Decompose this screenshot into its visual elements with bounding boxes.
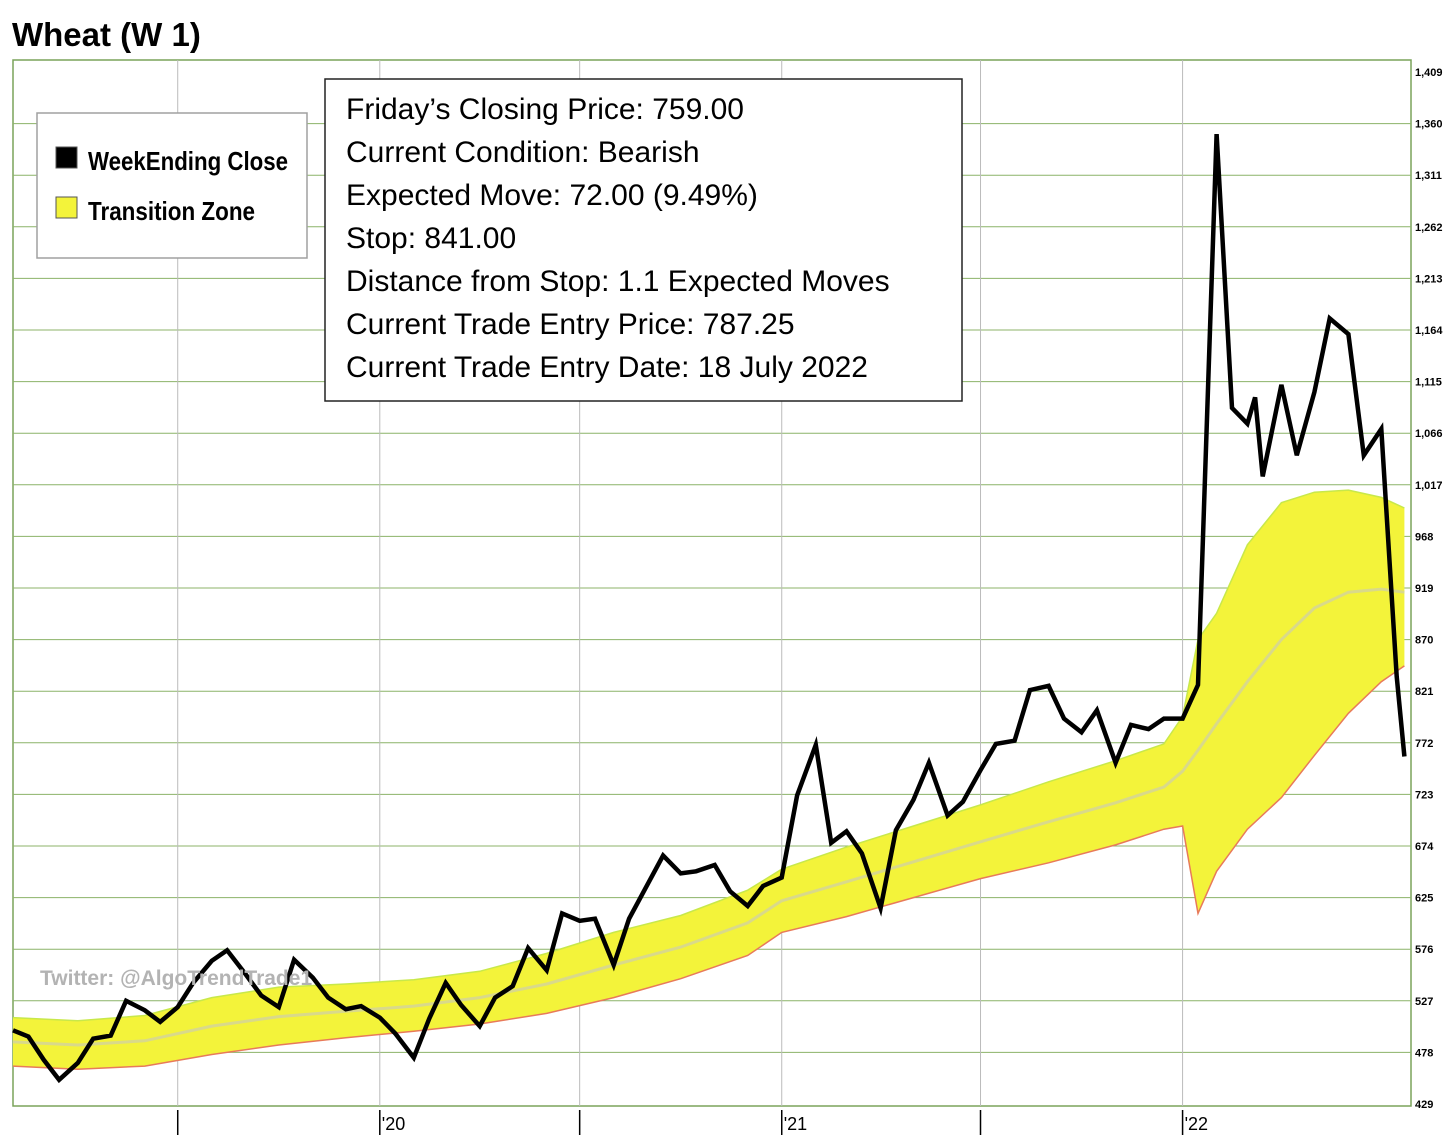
info-distance-from-stop: Distance from Stop: 1.1 Expected Moves [346, 265, 890, 298]
close-line-layer [12, 133, 1407, 1084]
info-stop: Stop: 841.00 [346, 222, 516, 255]
x-axis-ticks: '20 '21 '22 [176, 1110, 1208, 1135]
watermark: Twitter: @AlgoTrendTrade1 [40, 967, 312, 990]
x-tick-label: '20 [382, 1114, 405, 1134]
transition-zone-band [13, 490, 1405, 1070]
info-entry-price: Current Trade Entry Price: 787.25 [346, 308, 795, 341]
y-tick-label: 1,164 [1415, 325, 1443, 337]
y-tick-label: 968 [1415, 531, 1433, 543]
y-axis-ticks: 1,409 1,360 1,311 1,262 1,213 1,164 1,115 1,066… [1415, 67, 1443, 1111]
y-tick-label: 919 [1415, 583, 1433, 595]
y-tick-label: 821 [1415, 686, 1433, 698]
chart-title: Wheat (W 1) [12, 16, 201, 53]
legend-label-close: WeekEnding Close [88, 146, 288, 176]
legend-swatch-close [55, 146, 78, 169]
y-tick-label: 625 [1415, 893, 1433, 905]
y-tick-label: 429 [1415, 1099, 1433, 1111]
weekending-close-line [12, 133, 1407, 1084]
x-tick-label: '22 [1185, 1114, 1208, 1134]
y-tick-label: 1,262 [1415, 222, 1443, 234]
y-tick-label: 674 [1415, 841, 1434, 853]
transition-zone-layer [12, 489, 1405, 1070]
y-tick-label: 723 [1415, 789, 1433, 801]
y-tick-label: 1,017 [1415, 480, 1443, 492]
info-box: Friday’s Closing Price: 759.00 Current C… [324, 78, 963, 402]
info-entry-date: Current Trade Entry Date: 18 July 2022 [346, 351, 868, 384]
horizontal-gridlines [13, 123, 1411, 1053]
y-tick-label: 1,409 [1415, 67, 1443, 79]
y-tick-label: 576 [1415, 944, 1433, 956]
y-tick-label: 527 [1415, 996, 1433, 1008]
transition-zone-upper-edge [12, 489, 1405, 1022]
legend-box [36, 112, 308, 259]
legend-label-zone: Transition Zone [88, 196, 255, 226]
y-tick-label: 1,213 [1415, 273, 1443, 285]
x-tick-label: '21 [784, 1114, 807, 1134]
info-expected-move: Expected Move: 72.00 (9.49%) [346, 179, 758, 212]
y-tick-label: 1,311 [1415, 170, 1442, 182]
legend: WeekEnding Close Transition Zone [36, 112, 308, 259]
y-tick-label: 1,360 [1415, 119, 1443, 131]
y-tick-label: 1,115 [1415, 377, 1442, 389]
y-tick-label: 478 [1415, 1047, 1433, 1059]
legend-swatch-zone [55, 196, 78, 219]
y-tick-label: 772 [1415, 738, 1433, 750]
info-condition: Current Condition: Bearish [346, 136, 700, 169]
y-tick-label: 870 [1415, 635, 1433, 647]
info-closing-price: Friday’s Closing Price: 759.00 [346, 93, 744, 126]
info-box-frame [324, 78, 963, 402]
transition-zone-mid-line [12, 587, 1405, 1047]
y-tick-label: 1,066 [1415, 428, 1443, 440]
